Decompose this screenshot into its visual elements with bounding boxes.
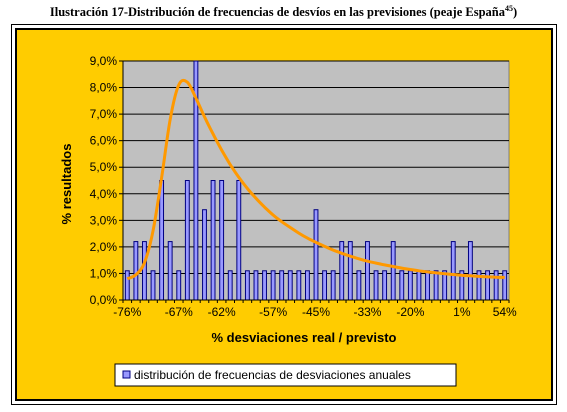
y-tick-label: 8,0% — [90, 81, 118, 95]
x-tick-label: -20% — [396, 305, 424, 319]
bar — [262, 270, 267, 301]
figure-caption: Ilustración 17-Distribución de frecuenci… — [0, 4, 567, 20]
x-tick-label: -45% — [302, 305, 330, 319]
bar — [450, 241, 456, 301]
bar — [133, 241, 139, 301]
x-tick-label: -67% — [165, 305, 193, 319]
y-axis: 0,0% 1,0% 2,0% 3,0% 4,0% 5,0% 6,0% 7,0% 8,0% 9,0% — [90, 54, 124, 307]
bar — [279, 270, 285, 301]
bar — [399, 270, 405, 301]
bar — [407, 270, 413, 301]
bar — [253, 270, 259, 301]
x-tick-label: 1% — [453, 305, 471, 319]
x-axis-label: % desviaciones real / previsto — [212, 330, 397, 345]
bar — [124, 270, 130, 301]
legend-box — [114, 363, 457, 387]
bar — [202, 209, 207, 301]
y-tick-label: 1,0% — [90, 266, 118, 280]
bar — [150, 270, 156, 301]
bar — [416, 270, 422, 301]
x-tick-label: -62% — [208, 305, 236, 319]
y-tick-label: 7,0% — [90, 107, 118, 121]
caption-footnote: 45 — [504, 4, 513, 13]
bar — [485, 270, 490, 301]
caption-suffix: ) — [512, 5, 518, 20]
caption-text: Ilustración 17-Distribución de frecuenci… — [49, 5, 505, 20]
bar — [330, 270, 336, 301]
bar — [467, 241, 473, 301]
bar — [390, 241, 396, 301]
y-tick-label: 5,0% — [90, 160, 118, 174]
bar — [287, 270, 293, 301]
bar — [236, 180, 242, 301]
chart-outer-frame — [11, 24, 557, 405]
bar — [142, 241, 147, 301]
x-axis: -76% -67% -62% -57% -45% -33% -20% 1% 54% — [113, 299, 517, 319]
bar — [373, 270, 379, 301]
legend-swatch — [122, 370, 131, 379]
chart-svg: 0,0% 1,0% 2,0% 3,0% 4,0% 5,0% 6,0% 7,0% 8,0% 9,0%… — [59, 54, 517, 387]
y-tick-label: 0,0% — [90, 293, 118, 307]
y-axis-label: % resultados — [59, 144, 74, 225]
y-tick-label: 4,0% — [90, 187, 118, 201]
bar — [382, 270, 388, 301]
bar — [270, 270, 276, 301]
bar — [210, 180, 216, 301]
x-tick-label: 54% — [493, 305, 517, 319]
bar — [502, 270, 508, 301]
bar — [339, 241, 345, 301]
bar — [176, 270, 182, 301]
legend: distribución de frecuencias de desviacio… — [114, 363, 457, 387]
bar — [304, 270, 310, 301]
legend-label: distribución de frecuencias de desviacio… — [134, 368, 411, 382]
bar — [167, 241, 173, 301]
bar — [159, 180, 165, 301]
bar — [296, 270, 302, 301]
bar — [184, 180, 190, 301]
bar — [493, 270, 499, 301]
y-tick-label: 2,0% — [90, 240, 118, 254]
bar — [347, 241, 353, 301]
fit-curve-group — [126, 78, 505, 281]
bar — [219, 180, 225, 301]
x-tick-label: -76% — [113, 305, 141, 319]
y-tick-label: 6,0% — [90, 134, 118, 148]
fit-curve — [126, 78, 505, 281]
x-tick-label: -33% — [353, 305, 381, 319]
bar — [313, 209, 319, 301]
bar — [356, 270, 362, 301]
y-tick-label: 9,0% — [90, 54, 118, 68]
bar — [322, 270, 328, 301]
bar — [433, 270, 439, 301]
bar — [244, 270, 250, 301]
bar — [365, 241, 370, 301]
bar — [227, 270, 233, 301]
y-tick-label: 3,0% — [90, 213, 118, 227]
x-tick-label: -57% — [259, 305, 287, 319]
bar — [425, 270, 430, 301]
